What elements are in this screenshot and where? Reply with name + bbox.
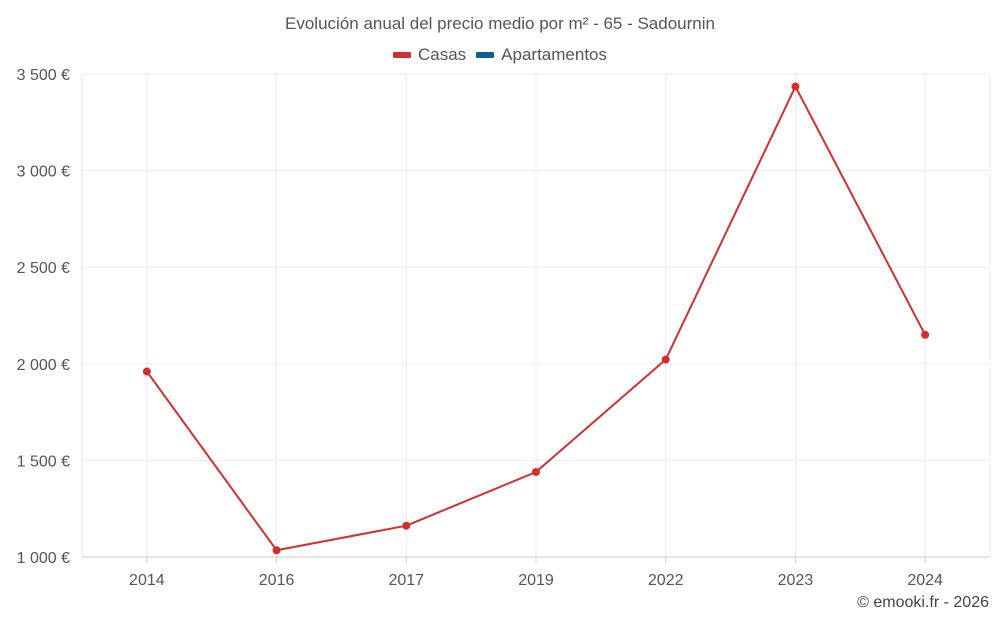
x-tick-label: 2016 — [259, 572, 295, 589]
data-point[interactable] — [142, 367, 151, 376]
data-point[interactable] — [791, 82, 800, 91]
legend-swatch-apartamentos — [476, 52, 495, 58]
axes — [81, 74, 991, 563]
grid — [82, 73, 990, 558]
data-point[interactable] — [661, 355, 670, 364]
x-tick-label: 2014 — [129, 572, 165, 589]
legend-label-casas: Casas — [417, 45, 467, 64]
x-tick-label: 2024 — [907, 572, 943, 589]
y-tick-label: 2 500 € — [17, 260, 70, 277]
y-tick-label: 1 000 € — [17, 550, 70, 567]
y-tick-label: 1 500 € — [17, 453, 70, 470]
data-point[interactable] — [402, 521, 411, 530]
data-point[interactable] — [532, 467, 540, 476]
legend: Casas Apartamentos — [0, 45, 1000, 65]
legend-label-apartamentos: Apartamentos — [501, 45, 608, 64]
data-point[interactable] — [272, 546, 281, 555]
legend-item-apartamentos[interactable]: Apartamentos — [476, 45, 607, 65]
chart-title: Evolución anual del precio medio por m² … — [285, 14, 715, 33]
y-tick-label: 3 000 € — [17, 164, 70, 181]
copyright-text: © emooki.fr - 2026 — [857, 594, 989, 611]
y-tick-label: 3 500 € — [17, 67, 70, 84]
legend-item-casas[interactable]: Casas — [392, 45, 467, 65]
x-axis-labels: 2014 2016 2017 2019 2022 2023 2024 — [129, 572, 943, 589]
x-tick-label: 2017 — [388, 572, 424, 589]
data-point[interactable] — [921, 330, 930, 339]
legend-swatch-casas — [392, 52, 411, 58]
y-axis-labels: 1 000 € 1 500 € 2 000 € 2 500 € 3 000 € 3 500… — [17, 67, 70, 567]
y-tick-label: 2 000 € — [17, 357, 70, 374]
x-tick-label: 2022 — [648, 572, 684, 589]
x-tick-label: 2019 — [518, 572, 554, 589]
x-tick-label: 2023 — [778, 572, 814, 589]
series-layer — [142, 82, 930, 555]
